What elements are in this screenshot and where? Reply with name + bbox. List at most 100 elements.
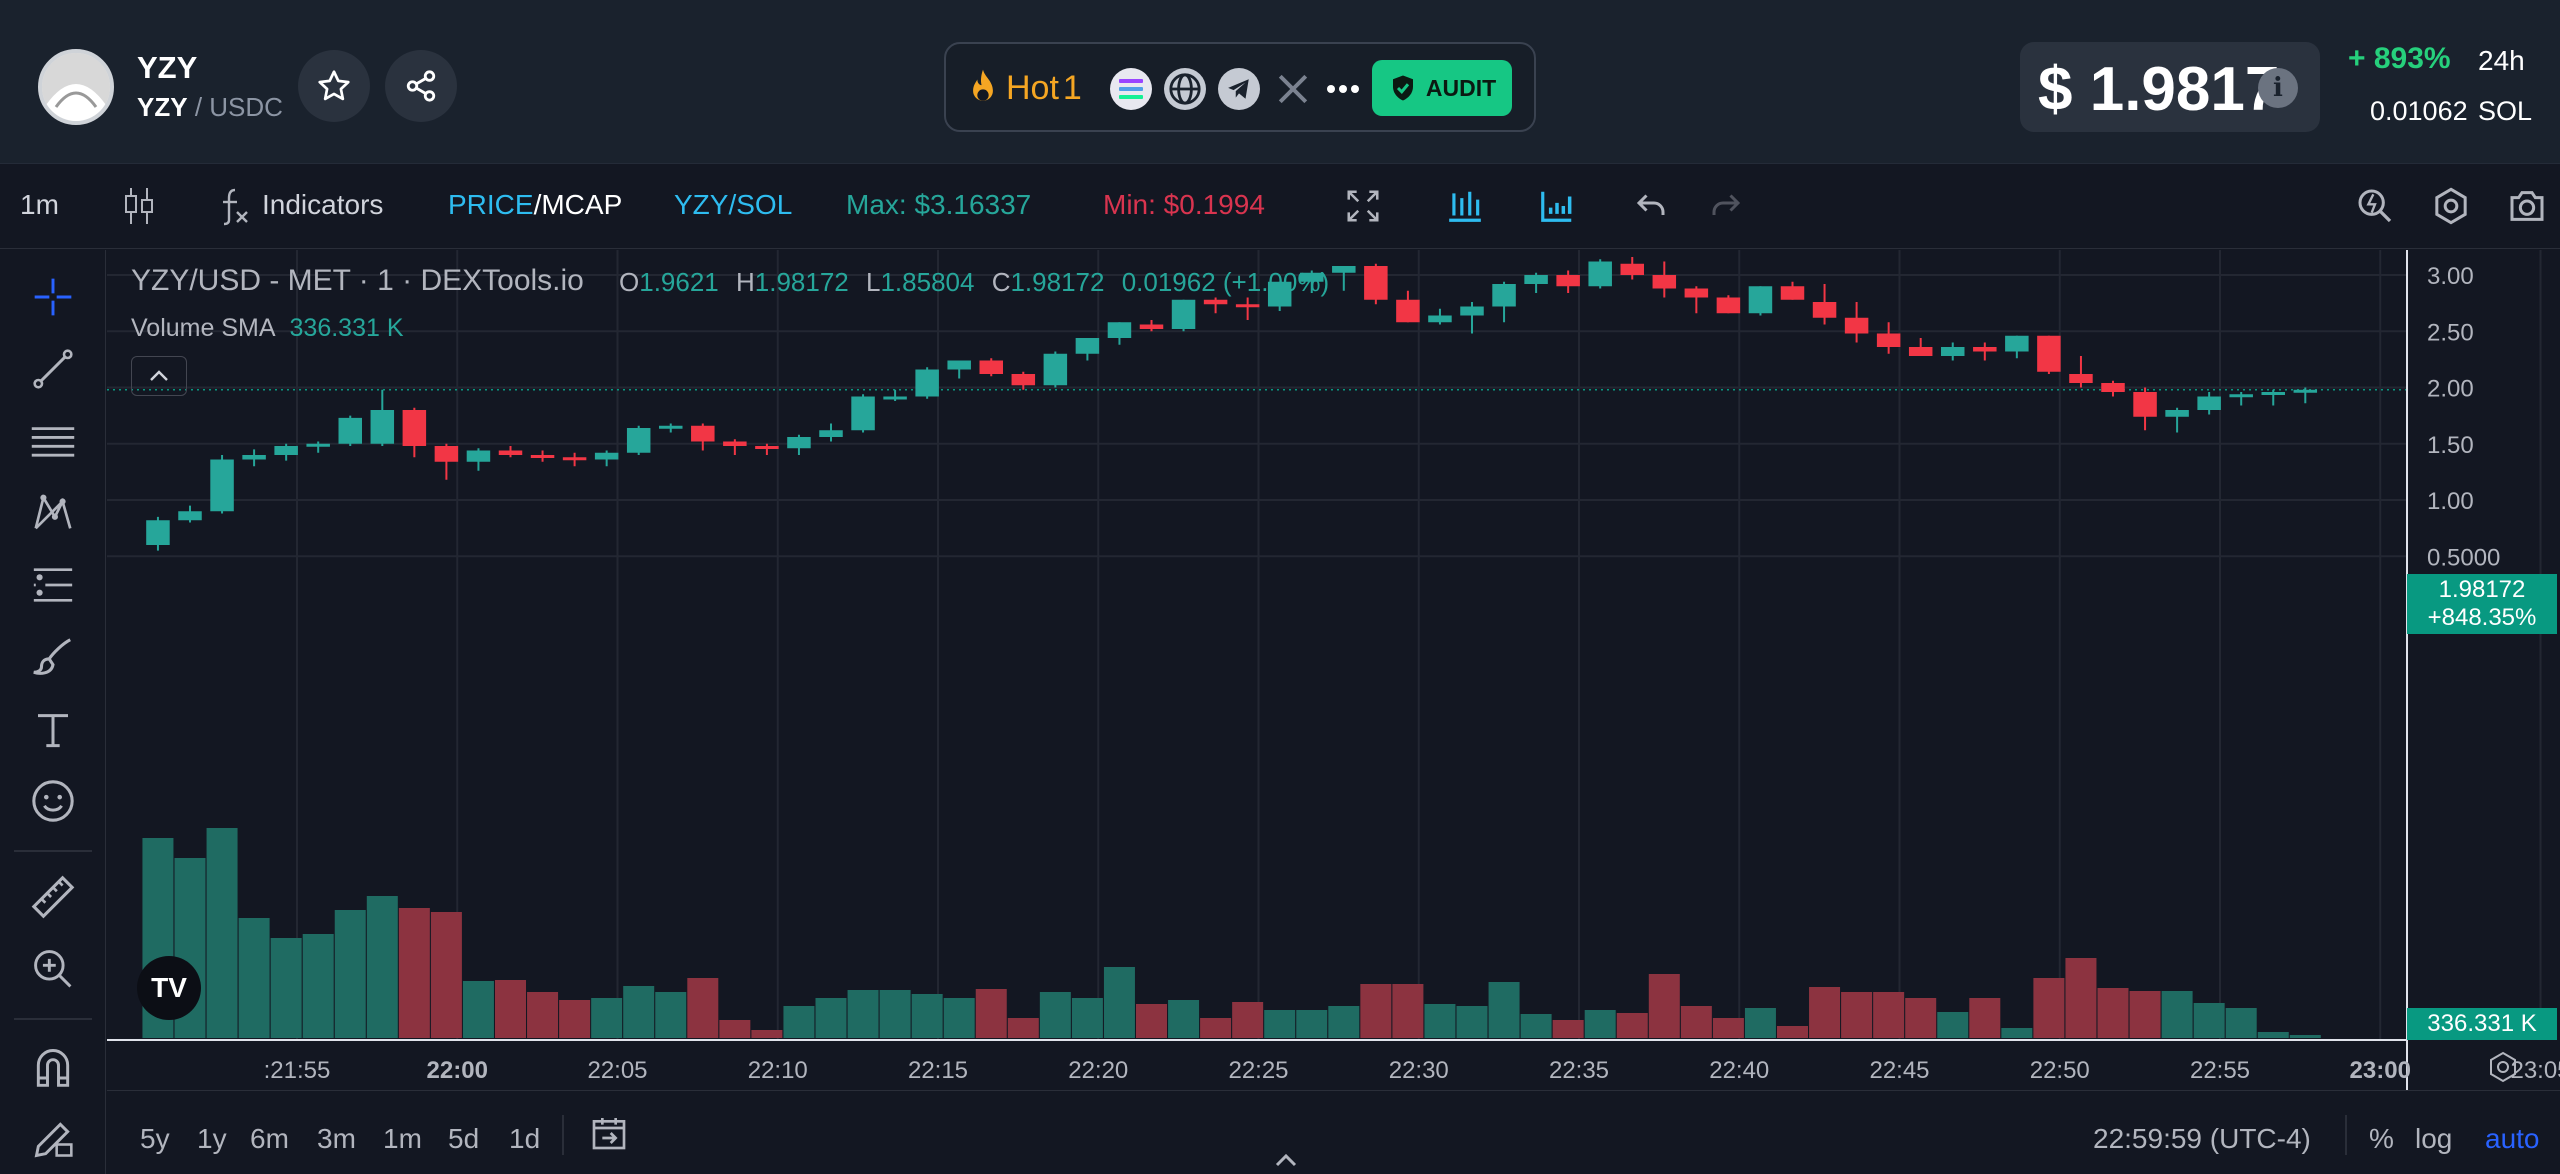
chart-type-button[interactable] xyxy=(116,183,162,229)
price-mcap-toggle[interactable]: PRICE/MCAP xyxy=(448,189,622,221)
candle-body xyxy=(1396,299,1420,323)
fib-tool[interactable] xyxy=(26,414,80,468)
candle-body xyxy=(1780,286,1805,300)
text-tool[interactable] xyxy=(26,702,80,756)
volume-bar xyxy=(2097,988,2129,1038)
measure-tool[interactable] xyxy=(26,870,80,924)
auto-scale-toggle[interactable]: auto xyxy=(2485,1123,2540,1154)
candle-body xyxy=(498,450,523,455)
volume-bar xyxy=(1969,998,2001,1038)
low-key: L xyxy=(866,267,881,297)
x-tick-label: :21:55 xyxy=(264,1057,331,1084)
price-chart[interactable]: 3.503.002.502.001.501.000.5000 :21:5522:… xyxy=(107,250,2560,1090)
candle-body xyxy=(1460,306,1484,316)
volume-bar xyxy=(1296,1010,1328,1038)
info-icon[interactable]: i xyxy=(2258,68,2298,108)
range-6m[interactable]: 6m xyxy=(250,1123,289,1154)
magnet-tool[interactable] xyxy=(26,1040,80,1094)
x-tick-label: 22:50 xyxy=(2030,1057,2090,1084)
hot-rank-badge[interactable]: Hot 1 xyxy=(966,66,1082,110)
pattern-tool[interactable] xyxy=(26,486,80,540)
indicators-button[interactable]: Indicators xyxy=(262,189,384,220)
time-axis: :21:55 22:00 22:05 22:10 22:15 22:20 22:25 22:3… xyxy=(264,1057,2560,1084)
volume-bar xyxy=(527,992,559,1038)
candle-body xyxy=(1171,299,1196,329)
undo-button[interactable] xyxy=(1628,183,1674,229)
website-link[interactable] xyxy=(1164,68,1206,110)
crosshair-tool[interactable] xyxy=(26,270,80,324)
emoji-tool[interactable] xyxy=(26,774,80,828)
range-1y[interactable]: 1y xyxy=(197,1123,227,1154)
candle-body xyxy=(851,396,875,431)
audit-button[interactable]: AUDIT xyxy=(1372,60,1512,116)
range-1m[interactable]: 1m xyxy=(383,1123,422,1154)
range-3m[interactable]: 3m xyxy=(317,1123,356,1154)
share-button[interactable] xyxy=(385,50,457,122)
goto-date-button[interactable] xyxy=(589,1113,629,1158)
x-link[interactable] xyxy=(1272,68,1314,110)
chevron-up-icon xyxy=(1275,1153,1297,1167)
candle-body xyxy=(338,417,362,444)
last-price-tag: 1.98172 +848.35% xyxy=(2407,574,2557,634)
indicators-icon-wrap[interactable] xyxy=(210,183,256,229)
candle-body xyxy=(370,410,395,444)
candle-body xyxy=(402,410,427,446)
calendar-arrow-icon xyxy=(592,1118,626,1150)
range-1d[interactable]: 1d xyxy=(509,1123,541,1154)
screenshot-button[interactable] xyxy=(2504,183,2550,229)
volume-bar xyxy=(719,1020,751,1038)
volume-bar xyxy=(206,828,238,1038)
favorite-button[interactable] xyxy=(298,50,370,122)
candle-body xyxy=(691,425,715,442)
pair-toggle[interactable]: YZY/SOL xyxy=(674,189,793,220)
x-tick-label: 22:15 xyxy=(908,1057,968,1084)
candle-body xyxy=(979,360,1003,374)
volume-bar xyxy=(1520,1014,1552,1038)
candle-body xyxy=(1684,288,1709,298)
trade-markers-button[interactable] xyxy=(1442,183,1488,229)
trend-line-tool[interactable] xyxy=(26,342,80,396)
log-scale-toggle[interactable]: log xyxy=(2415,1123,2453,1154)
percent-scale-toggle[interactable]: % xyxy=(2369,1123,2394,1154)
zoom-tool[interactable] xyxy=(26,942,80,996)
brush-tool[interactable] xyxy=(26,630,80,684)
range-5y[interactable]: 5y xyxy=(140,1123,170,1154)
candle-body xyxy=(594,452,619,460)
candle-body xyxy=(562,457,587,461)
collapse-legend-button[interactable] xyxy=(131,356,187,396)
quick-search-button[interactable] xyxy=(2352,183,2398,229)
hot-rank: 1 xyxy=(1062,68,1082,107)
redo-icon xyxy=(1712,194,1741,215)
range-5d[interactable]: 5d xyxy=(448,1123,480,1154)
token-pair: YZY / USDC xyxy=(137,92,283,123)
solana-link[interactable] xyxy=(1110,68,1152,110)
candle-body xyxy=(947,360,971,370)
mcap-label: MCAP xyxy=(541,189,623,220)
volume-bar xyxy=(1007,1018,1039,1038)
more-links-button[interactable] xyxy=(1322,68,1364,110)
tradingview-logo[interactable]: TV xyxy=(137,956,201,1020)
clock-display[interactable]: 22:59:59 (UTC-4) xyxy=(2093,1123,2311,1154)
candle-body xyxy=(1524,275,1548,284)
fullscreen-button[interactable] xyxy=(1340,183,1386,229)
volume-bar xyxy=(1264,1010,1296,1038)
settings-button[interactable] xyxy=(2428,183,2474,229)
interval-selector[interactable]: 1m xyxy=(20,189,59,220)
price-axis: 3.503.002.502.001.501.000.5000 xyxy=(107,250,2516,1090)
chart-canvas[interactable]: 3.503.002.502.001.501.000.5000 :21:5522:… xyxy=(107,250,2560,1090)
lock-drawings-tool[interactable] xyxy=(26,1112,80,1166)
expand-panel-button[interactable] xyxy=(1273,1151,1299,1172)
smiley-icon xyxy=(32,780,74,822)
chart-toolbar: 1m Indicators PRICE/MCAP YZY/SOL Max: $3… xyxy=(0,165,2560,249)
telegram-link[interactable] xyxy=(1218,68,1260,110)
candlesticks xyxy=(146,257,2318,551)
fullscreen-icon xyxy=(1347,190,1379,222)
volume-bar xyxy=(2225,1008,2257,1038)
token-name: YZY xyxy=(137,50,198,85)
volume-toggle-button[interactable] xyxy=(1534,183,1580,229)
volume-tag: 336.331 K xyxy=(2407,1008,2557,1040)
change-period: 24h xyxy=(2478,45,2525,76)
redo-button[interactable] xyxy=(1703,183,1749,229)
forecast-tool[interactable] xyxy=(26,558,80,612)
candle-body xyxy=(1941,347,1965,356)
